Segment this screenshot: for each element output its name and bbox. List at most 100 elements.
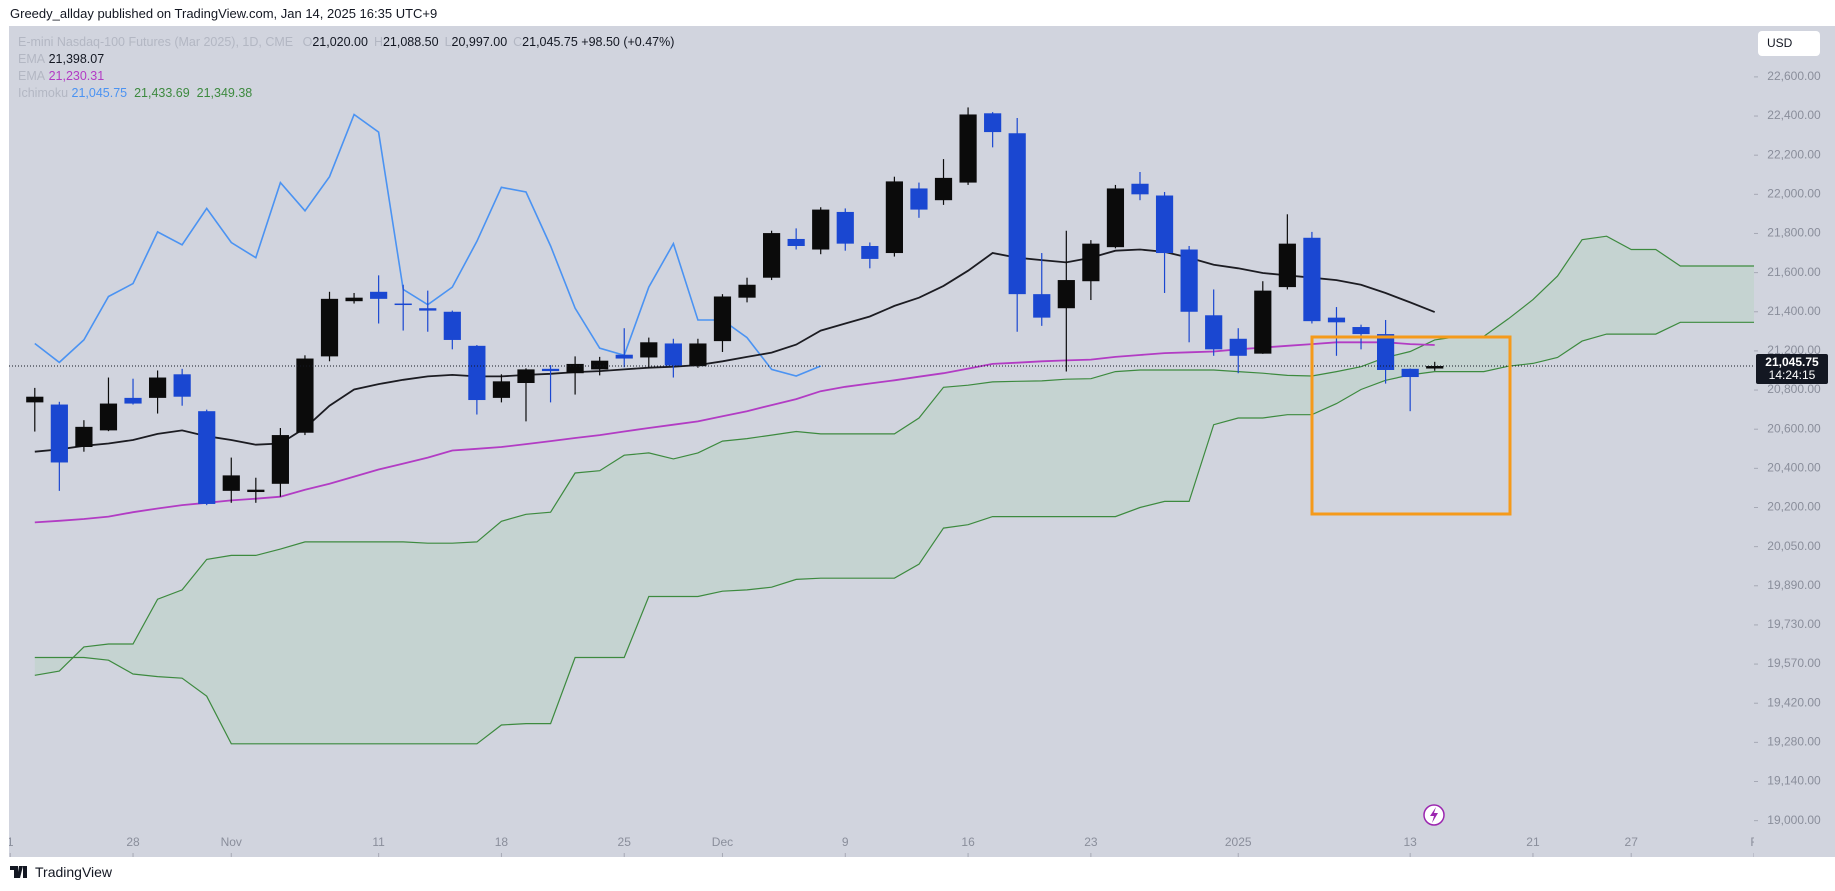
ema-value: 21,230.31 bbox=[48, 69, 105, 83]
candle-body bbox=[934, 177, 953, 201]
candle-body bbox=[959, 114, 977, 183]
ichimoku-value: 21,045.75 bbox=[71, 86, 128, 100]
price-marker-box bbox=[1756, 354, 1828, 385]
candle-body bbox=[247, 489, 265, 493]
candle-body bbox=[1205, 315, 1223, 350]
x-tick-label: 28 bbox=[126, 835, 140, 849]
candle-body bbox=[1254, 290, 1272, 354]
candle-body bbox=[492, 381, 511, 398]
x-tick-label: Dec bbox=[712, 835, 733, 849]
header-title: Greedy_allday published on TradingView.c… bbox=[10, 6, 438, 21]
x-tick-label: 27 bbox=[1625, 835, 1639, 849]
x-tick-label: 2025 bbox=[1225, 835, 1252, 849]
candle-body bbox=[1033, 294, 1051, 318]
x-tick-label: 11 bbox=[372, 835, 385, 849]
y-tick-label: 19,570.00 bbox=[1767, 656, 1821, 670]
candle-body bbox=[1426, 366, 1444, 369]
span-b bbox=[34, 321, 1754, 745]
candle-body bbox=[394, 303, 412, 306]
candle-body bbox=[713, 296, 732, 342]
candle-body bbox=[787, 238, 805, 246]
x-tick-label: 9 bbox=[842, 835, 849, 849]
candle-body bbox=[1082, 243, 1100, 282]
ichimoku-value: 21,433.69 bbox=[134, 86, 190, 100]
candle-body bbox=[910, 188, 928, 210]
legend-row: Ichimoku 21,045.75 21,433.69 21,349.38 bbox=[18, 85, 674, 102]
y-tick-label: 21,600.00 bbox=[1767, 265, 1821, 279]
x-tick-label: 1 bbox=[7, 835, 14, 849]
price-marker-countdown: 14:24:15 bbox=[1769, 368, 1816, 382]
candle-body bbox=[836, 211, 854, 244]
candle-body bbox=[1131, 183, 1149, 195]
lightning-glyph bbox=[1430, 807, 1438, 823]
y-tick-label: 22,600.00 bbox=[1767, 69, 1821, 83]
ichimoku-name: Ichimoku bbox=[18, 86, 69, 100]
candle-body bbox=[26, 396, 44, 403]
candle-body bbox=[148, 377, 167, 398]
candle-body bbox=[1278, 243, 1296, 288]
ohlc-key: L bbox=[444, 35, 452, 49]
y-tick-label: 20,200.00 bbox=[1767, 500, 1821, 514]
candle-body bbox=[419, 308, 437, 311]
cloud-fill bbox=[34, 236, 1754, 744]
price-axis bbox=[1754, 26, 1835, 857]
y-tick-label: 19,000.00 bbox=[1767, 813, 1821, 827]
candle-body bbox=[1155, 195, 1174, 254]
change: +98.50 (+0.47%) bbox=[581, 35, 675, 49]
currency-button[interactable]: USD bbox=[1758, 31, 1820, 56]
x-tick-label: 25 bbox=[618, 835, 632, 849]
candle-body bbox=[984, 113, 1002, 133]
x-tick-label: 21 bbox=[1526, 835, 1540, 849]
y-tick-label: 19,420.00 bbox=[1767, 695, 1821, 709]
y-tick-label: 20,800.00 bbox=[1767, 382, 1821, 396]
candle-body bbox=[1401, 368, 1419, 378]
ohlc-value: 20,997.00 bbox=[451, 35, 508, 49]
legend-row: E-mini Nasdaq-100 Futures (Mar 2025), 1D… bbox=[18, 34, 674, 51]
y-tick-label: 20,050.00 bbox=[1767, 539, 1821, 553]
candle-body bbox=[689, 343, 707, 367]
ohlc-value: 21,020.00 bbox=[312, 35, 368, 49]
candle-body bbox=[762, 233, 781, 278]
y-tick-label: 22,400.00 bbox=[1767, 108, 1821, 122]
candle-body bbox=[1352, 327, 1370, 335]
candle-body bbox=[1327, 317, 1346, 323]
legend-row: EMA 21,230.31 bbox=[18, 68, 674, 85]
y-tick-label: 19,140.00 bbox=[1767, 774, 1821, 788]
candle-body bbox=[296, 358, 314, 433]
price-marker-price: 21,045.75 bbox=[1765, 355, 1819, 369]
candle-body bbox=[1057, 280, 1075, 309]
x-tick-label: Nov bbox=[221, 835, 242, 849]
candle-body bbox=[345, 297, 363, 302]
candle-body bbox=[1106, 188, 1125, 248]
candle-body bbox=[1377, 334, 1395, 370]
candle-body bbox=[812, 209, 830, 250]
candle-body bbox=[198, 411, 216, 504]
candle-body bbox=[50, 404, 68, 463]
y-tick-label: 21,400.00 bbox=[1767, 304, 1821, 318]
x-axis-labels: 1 28 Nov 11 18 25 Dec 9 16 23 2025 13 21 27 F bbox=[7, 835, 1754, 857]
x-tick-label: 13 bbox=[1403, 835, 1417, 849]
candle-body bbox=[615, 354, 633, 359]
y-tick-label: 20,600.00 bbox=[1767, 421, 1821, 435]
ema-value: 21,398.07 bbox=[48, 52, 105, 66]
candle-body bbox=[370, 291, 388, 299]
x-tick-label: 23 bbox=[1084, 835, 1098, 849]
x-tick-label: 16 bbox=[961, 835, 975, 849]
candle-body bbox=[591, 360, 609, 370]
candle-body bbox=[468, 345, 486, 401]
candle-body bbox=[566, 363, 584, 374]
candle-body bbox=[1303, 237, 1321, 322]
y-tick-label: 19,280.00 bbox=[1767, 735, 1821, 749]
candle-body bbox=[885, 181, 903, 254]
candle-layer bbox=[9, 107, 1754, 506]
brand: TradingView bbox=[35, 864, 113, 880]
annotation-box bbox=[1310, 335, 1512, 516]
footer: TradingView bbox=[10, 864, 112, 880]
y-tick-label: 19,730.00 bbox=[1767, 617, 1821, 631]
y-tick-label: 22,200.00 bbox=[1767, 147, 1821, 161]
candle-body bbox=[1008, 133, 1026, 295]
y-tick-label: 20,400.00 bbox=[1767, 461, 1821, 475]
ohlc: O21,020.00 H21,088.50 L20,997.00 C21,045.75 bbox=[297, 35, 578, 49]
